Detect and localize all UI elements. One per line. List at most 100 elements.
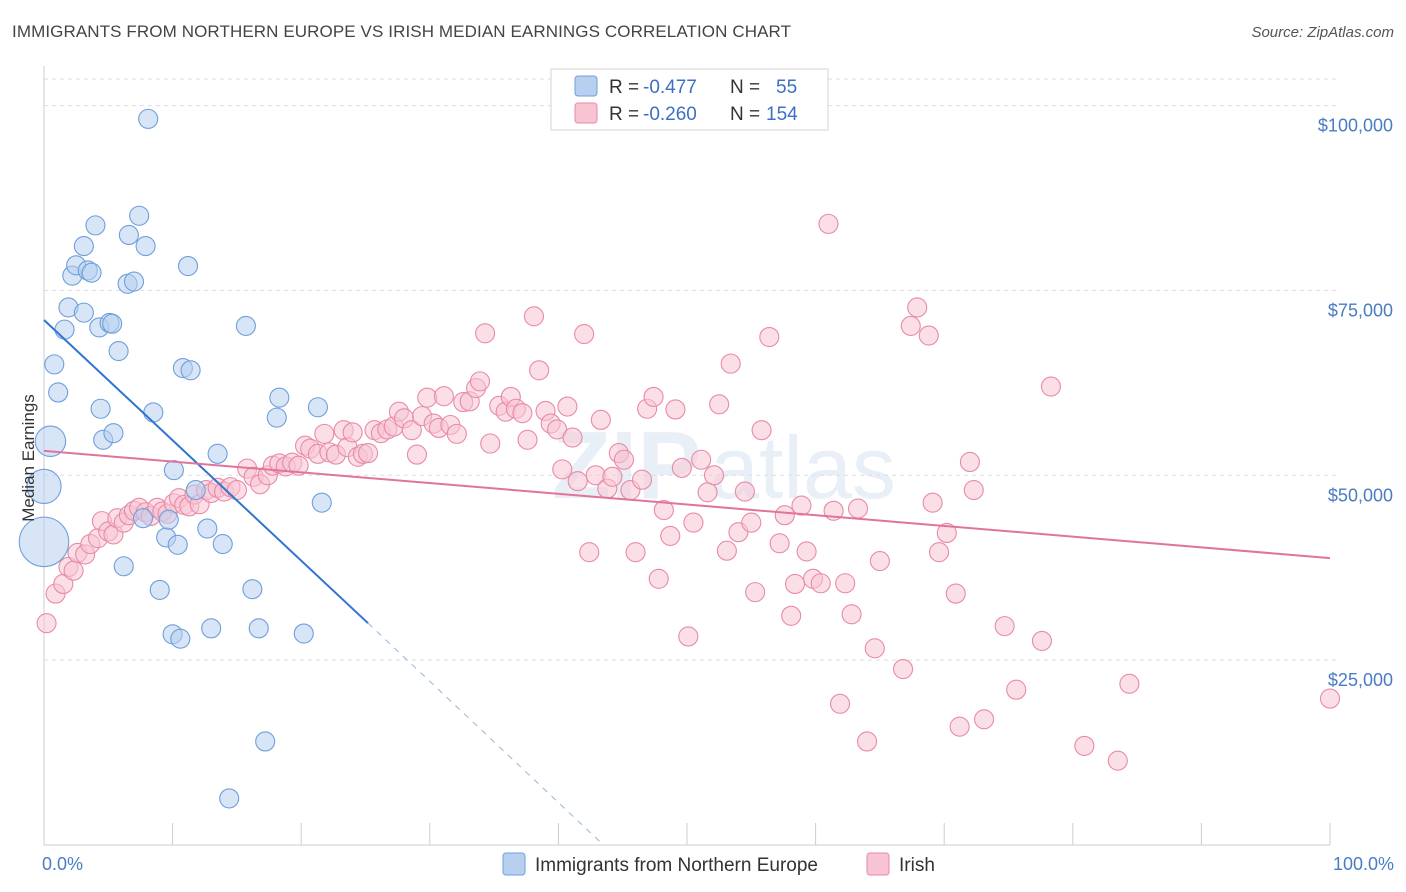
irish-point-126 (784, 573, 806, 595)
legend-n-value-blue: 55 (776, 77, 797, 98)
irish-point-92 (579, 542, 600, 563)
northern-europe-point-44 (212, 534, 233, 555)
northern-europe-point-21 (113, 556, 134, 577)
irish-point-94 (590, 409, 611, 430)
northern-europe-point-30 (149, 579, 170, 600)
northern-europe-point-20 (108, 341, 129, 362)
irish-point-144 (922, 492, 943, 513)
irish-point-104 (648, 568, 669, 589)
irish-point-80 (512, 403, 533, 424)
irish-point-121 (751, 420, 772, 441)
legend-swatch-blue (574, 75, 598, 97)
irish-point-148 (949, 716, 970, 737)
irish-point-142 (907, 297, 928, 318)
series-legend-swatch-blue (502, 852, 526, 876)
irish-point-61 (401, 420, 422, 441)
legend-r-label-blue: R = (609, 77, 639, 98)
legend-n-label-blue: N = (730, 77, 760, 98)
northern-europe-point-48 (248, 618, 269, 639)
northern-europe-point-51 (269, 387, 290, 408)
irish-point-134 (835, 573, 856, 594)
irish-point-137 (856, 731, 878, 752)
grid-lines (44, 78, 1336, 661)
irish-point-91 (574, 324, 595, 345)
irish-point-146 (936, 522, 957, 544)
chart-source: Source: ZipAtlas.com (1251, 24, 1394, 41)
northern-europe-point-26 (132, 508, 154, 529)
northern-europe-point-43 (207, 443, 228, 464)
irish-point-108 (671, 457, 692, 478)
irish-point-147 (945, 583, 966, 604)
irish-point-67 (433, 386, 454, 407)
irish-point-113 (703, 465, 725, 486)
irish-point-136 (847, 498, 869, 519)
irish-point-107 (665, 399, 686, 420)
northern-europe-point-38 (177, 255, 199, 277)
irish-point-111 (691, 449, 712, 470)
y-tick-label-3: $100,000 (1318, 116, 1393, 136)
irish-point-101 (631, 469, 653, 490)
irish-point-119 (741, 512, 762, 533)
northern-europe-point-25 (129, 205, 150, 226)
irish-point-114 (709, 394, 730, 415)
irish-point-131 (818, 213, 839, 234)
irish-point-73 (469, 371, 491, 392)
irish-point-120 (745, 582, 766, 603)
northern-europe-point-29 (143, 402, 164, 423)
northern-europe-trend-extension (367, 622, 600, 842)
correlation-legend: R = -0.477 N = 55 R = -0.260 N = 154 (550, 68, 829, 131)
northern-europe-point-4 (48, 382, 69, 403)
irish-point-149 (959, 451, 980, 473)
irish-point-157 (1107, 750, 1128, 771)
northern-europe-point-45 (219, 788, 240, 809)
northern-europe-point-52 (293, 623, 314, 644)
irish-point-110 (683, 512, 704, 533)
irish-point-118 (734, 481, 755, 502)
y-tick-label-2: $75,000 (1328, 300, 1393, 320)
series-legend-label-blue: Immigrants from Northern Europe (535, 855, 818, 876)
irish-point-51 (342, 422, 363, 443)
x-tick-label-1: 100.0% (1333, 854, 1394, 874)
watermark: ZIP atlas (552, 412, 896, 519)
x-tick-label-0: 0.0% (42, 854, 83, 874)
irish-point-88 (557, 396, 578, 417)
irish-point-83 (529, 360, 550, 381)
northern-europe-point-1 (26, 468, 62, 505)
irish-point-141 (900, 315, 921, 336)
irish-point-81 (517, 429, 538, 450)
legend-swatch-pink (574, 102, 598, 124)
irish-point-75 (480, 433, 501, 454)
axes: $25,000 $50,000 $75,000 $100,000 0.0% 100.0% (42, 66, 1394, 874)
irish-point-46 (314, 423, 335, 444)
trend-lines (43, 319, 1331, 842)
northern-europe-point-23 (118, 224, 139, 246)
northern-europe-point-10 (73, 236, 94, 257)
northern-europe-point-54 (311, 492, 332, 513)
northern-europe-point-13 (85, 215, 106, 236)
irish-point-138 (864, 638, 885, 659)
irish-point-96 (602, 466, 623, 487)
chart-title: IMMIGRANTS FROM NORTHERN EUROPE VS IRISH… (12, 22, 792, 41)
northern-europe-point-28 (138, 108, 159, 129)
northern-europe-point-41 (197, 518, 218, 539)
irish-point-158 (1119, 673, 1140, 694)
irish-point-87 (552, 459, 573, 480)
irish-point-125 (781, 605, 802, 626)
legend-n-value-pink: 154 (766, 104, 798, 125)
irish-point-89 (562, 427, 583, 448)
irish-point-155 (1040, 376, 1061, 397)
northern-europe-point-12 (81, 262, 102, 283)
irish-point-54 (358, 443, 379, 464)
northern-europe-point-47 (242, 579, 263, 600)
legend-r-value-blue: -0.477 (643, 77, 697, 98)
irish-point-86 (547, 419, 568, 440)
irish-point-156 (1074, 735, 1095, 756)
irish-point-143 (918, 325, 939, 346)
irish-point-98 (613, 449, 635, 470)
northern-europe-point-50 (266, 407, 287, 428)
northern-europe-point-2 (34, 425, 67, 458)
legend-n-label-pink: N = (730, 104, 760, 125)
northern-europe-point-46 (235, 315, 256, 336)
irish-point-130 (810, 573, 831, 594)
irish-point-140 (892, 658, 914, 680)
